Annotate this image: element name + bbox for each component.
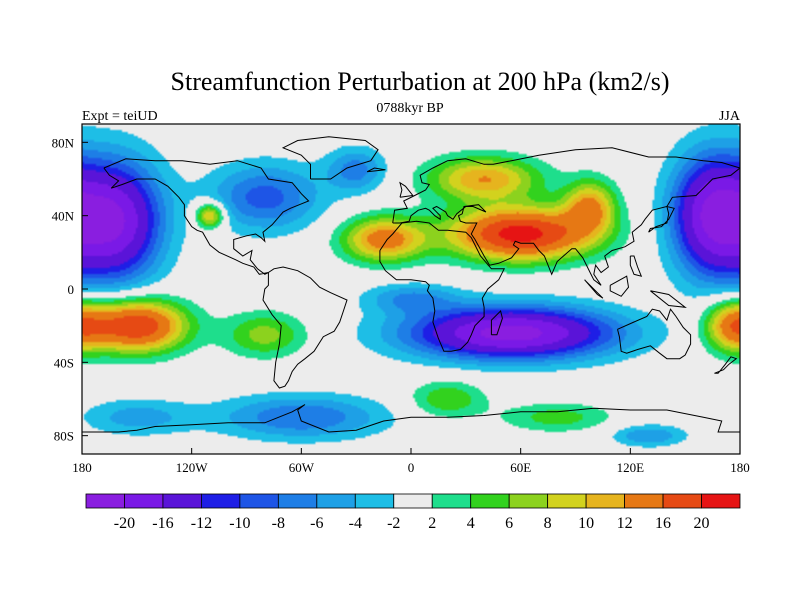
coastline <box>262 266 348 389</box>
colorbar-swatch <box>624 493 664 509</box>
coastline <box>617 308 692 360</box>
colorbar-label: -10 <box>229 515 250 532</box>
coastline <box>379 220 506 352</box>
colorbar: -20 -16 -12 -10 -8 -6 -4 -2 2 4 6 8 10 12 16 20 <box>85 493 741 532</box>
y-tick-label: 40S <box>54 355 74 370</box>
colorbar-label: 4 <box>467 515 475 532</box>
x-tick-label: 180 <box>730 460 750 475</box>
x-tick-label: 120E <box>617 460 645 475</box>
coastline <box>714 356 738 374</box>
colorbar-label: -20 <box>114 515 135 532</box>
colorbar-swatch <box>85 493 125 509</box>
x-tick-label: 60E <box>510 460 531 475</box>
coastline <box>399 181 414 198</box>
subtitle-center: 0788kyr BP <box>376 101 444 116</box>
coastline <box>584 279 604 299</box>
colorbar-swatch <box>162 493 202 509</box>
x-tick-label: 120W <box>176 460 209 475</box>
colorbar-swatch <box>508 493 549 509</box>
colorbar-label: 16 <box>655 515 671 532</box>
x-tick-label: 180 <box>72 460 92 475</box>
coastlines <box>82 136 740 433</box>
colorbar-swatch <box>547 493 587 509</box>
colorbar-swatch <box>277 493 318 509</box>
colorbar-swatch <box>701 493 741 509</box>
subtitle-right: JJA <box>719 109 741 124</box>
colorbar-label: -6 <box>310 515 323 532</box>
coastline <box>648 205 675 233</box>
map-plot: 180 120W 60W 0 60E 120E 180 80N 40N 0 40S 80S <box>52 123 750 475</box>
colorbar-label: 10 <box>578 515 594 532</box>
colorbar-label: 8 <box>544 515 552 532</box>
colorbar-label: 12 <box>617 515 633 532</box>
y-tick-label: 0 <box>68 282 75 297</box>
streamfunction-field <box>82 124 740 454</box>
colorbar-swatch <box>239 493 279 509</box>
chart-title: Streamfunction Perturbation at 200 hPa (… <box>171 67 670 96</box>
colorbar-label: -8 <box>272 515 285 532</box>
x-tick-label: 0 <box>408 460 415 475</box>
colorbar-label: 2 <box>428 515 436 532</box>
colorbar-label: -2 <box>387 515 400 532</box>
colorbar-swatch <box>201 493 241 509</box>
colorbar-label: -4 <box>349 515 362 532</box>
colorbar-swatch <box>393 493 433 509</box>
colorbar-label: 20 <box>694 515 710 532</box>
colorbar-swatch <box>662 493 702 509</box>
colorbar-swatch <box>470 493 510 509</box>
colorbar-label: 6 <box>505 515 513 532</box>
coastline <box>366 167 386 173</box>
coastline <box>103 158 310 275</box>
colorbar-label: -12 <box>191 515 212 532</box>
coastline <box>490 310 503 336</box>
coastline <box>281 136 379 180</box>
coastline <box>650 290 687 308</box>
subtitle-left: Expt = teiUD <box>82 109 158 124</box>
colorbar-swatch <box>316 493 356 509</box>
colorbar-label: -16 <box>152 515 173 532</box>
x-axis: 180 120W 60W 0 60E 120E 180 <box>72 448 750 475</box>
y-tick-label: 40N <box>52 209 75 224</box>
colorbar-swatch <box>585 493 625 509</box>
colorbar-swatch <box>354 493 395 509</box>
coastline <box>392 147 740 286</box>
colorbar-swatch <box>124 493 164 509</box>
colorbar-swatch <box>431 493 472 509</box>
y-tick-label: 80S <box>54 429 74 444</box>
coastline <box>609 275 630 297</box>
x-tick-label: 60W <box>289 460 315 475</box>
y-tick-label: 80N <box>52 135 75 150</box>
coastline <box>629 255 643 277</box>
coastline <box>82 404 740 433</box>
y-axis: 80N 40N 0 40S 80S <box>52 135 88 444</box>
